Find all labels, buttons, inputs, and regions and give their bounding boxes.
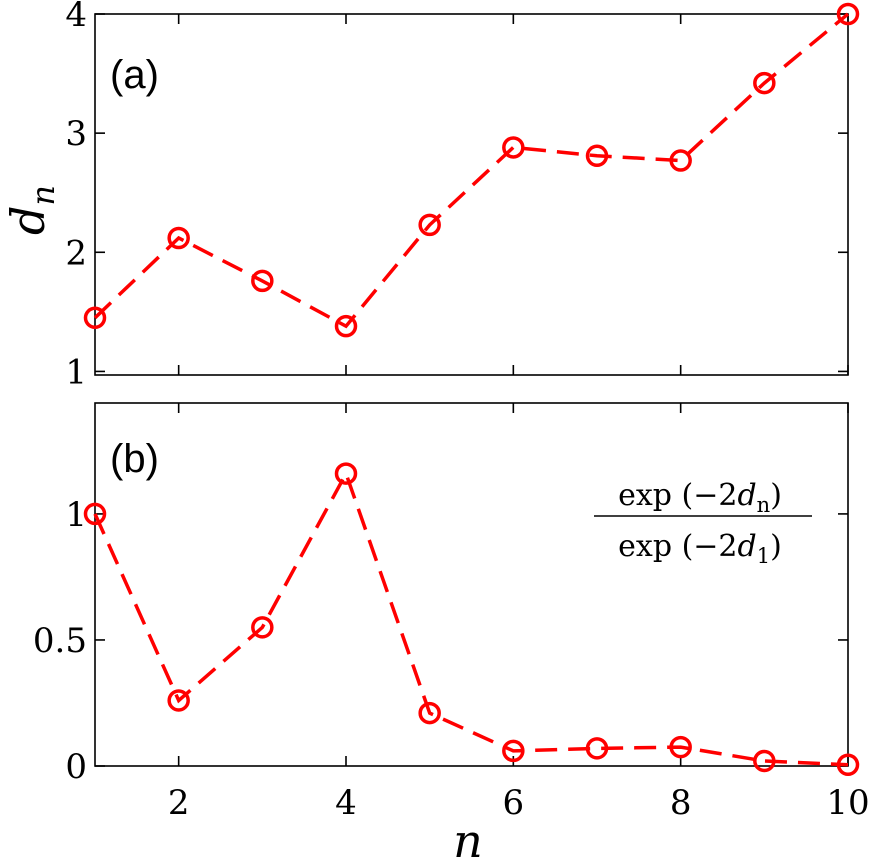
annotation-numerator: exp (−2dn)	[618, 478, 782, 517]
panel-a-point-2	[167, 226, 190, 250]
panel-a-ytick-label-3: 3	[65, 114, 87, 154]
panel-b-ytick-labels: 00.51	[33, 495, 87, 787]
panel-a-point-10	[836, 2, 860, 26]
panel-b-xlabel: n	[453, 814, 483, 859]
panel-a-point-6	[502, 136, 525, 159]
panel-a-point-4	[334, 314, 358, 338]
panel-b-point-1	[83, 502, 107, 526]
panel-a-point-9	[753, 71, 776, 95]
panel-b-point-6	[502, 739, 525, 763]
panel-a-ytick-labels: 1 2 3 4	[65, 0, 87, 392]
panel-b-series-line	[93, 469, 849, 767]
denominator-sub: 1	[757, 544, 770, 568]
panel-b-xtick-label-2: 2	[168, 783, 190, 823]
panel-b-point-9	[753, 749, 776, 773]
numerator-sub: n	[757, 493, 771, 517]
panel-b-point-8	[669, 735, 692, 759]
panel-a-ytick-label-4: 4	[65, 0, 87, 35]
panel-a-series-line	[93, 12, 850, 329]
panel-b-xtick-label-8: 8	[670, 783, 692, 823]
panel-a: 1 2 3 4 (a) dn	[1, 0, 860, 392]
panel-b-markers	[83, 462, 860, 776]
numerator-var: d	[737, 478, 756, 513]
panel-b-xtick-label-4: 4	[335, 783, 357, 823]
panel-b-frame	[94, 402, 849, 767]
panel-a-frame	[94, 13, 849, 376]
panel-b-ytick-label-1: 1	[65, 495, 87, 535]
panel-b-label: (b)	[110, 437, 159, 481]
panel-b-point-7	[585, 737, 609, 760]
panel-a-label: (a)	[110, 53, 159, 97]
panel-a-ticks	[95, 13, 849, 375]
panel-a-ytick-label-1: 1	[65, 352, 87, 392]
annotation-denominator: exp (−2d1)	[618, 529, 782, 568]
panel-b-xtick-label-10: 10	[826, 783, 869, 823]
panel-a-ylabel: dn	[1, 185, 62, 235]
panel-b-point-3	[251, 616, 274, 639]
panel-b-ytick-label-0.5: 0.5	[33, 621, 87, 661]
panel-a-ytick-label-2: 2	[65, 233, 87, 273]
panel-b-ytick-label-0: 0	[65, 747, 87, 787]
panel-b-point-10	[836, 753, 860, 776]
panel-a-point-3	[251, 269, 274, 293]
panel-b-ticks	[95, 403, 849, 767]
denominator-var: d	[738, 529, 757, 564]
panel-a-point-8	[669, 149, 692, 172]
panel-b-point-4	[334, 462, 358, 485]
panel-a-point-5	[418, 213, 441, 237]
numerator-suffix: )	[770, 478, 782, 513]
panel-b-xtick-labels: 2 4 6 8 10	[168, 783, 870, 823]
denominator-suffix: )	[770, 529, 782, 564]
panel-a-ylabel-subscript: n	[24, 185, 62, 206]
panel-a-point-1	[83, 306, 107, 330]
panel-a-point-7	[585, 144, 609, 168]
panel-a-markers	[83, 2, 860, 338]
panel-a-ylabel-main: d	[1, 206, 55, 235]
panel-b-point-2	[167, 689, 190, 712]
panel-b-annotation: exp (−2dn) exp (−2d1)	[594, 478, 812, 568]
panel-b: 00.51 2 4 6 8 10 (b) exp (−2dn) exp (−2d1) n	[33, 402, 870, 859]
numerator-prefix: exp (−2	[618, 478, 737, 513]
panel-b-xtick-label-6: 6	[503, 783, 525, 823]
panel-b-point-5	[418, 701, 441, 725]
denominator-prefix: exp (−2	[618, 529, 737, 564]
